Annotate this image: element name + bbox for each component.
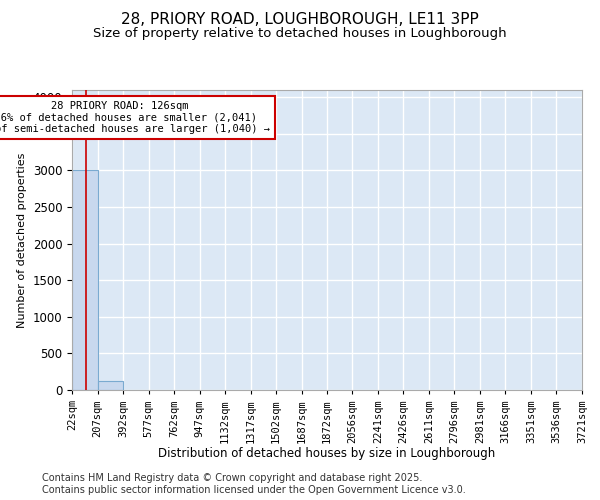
Text: 28 PRIORY ROAD: 126sqm
← 66% of detached houses are smaller (2,041)
34% of semi-: 28 PRIORY ROAD: 126sqm ← 66% of detached… bbox=[0, 101, 270, 134]
Text: 28, PRIORY ROAD, LOUGHBOROUGH, LE11 3PP: 28, PRIORY ROAD, LOUGHBOROUGH, LE11 3PP bbox=[121, 12, 479, 28]
Text: Contains HM Land Registry data © Crown copyright and database right 2025.
Contai: Contains HM Land Registry data © Crown c… bbox=[42, 474, 466, 495]
Bar bbox=[98, 381, 123, 390]
X-axis label: Distribution of detached houses by size in Loughborough: Distribution of detached houses by size … bbox=[158, 447, 496, 460]
Bar bbox=[72, 170, 98, 390]
Y-axis label: Number of detached properties: Number of detached properties bbox=[17, 152, 27, 328]
Text: Size of property relative to detached houses in Loughborough: Size of property relative to detached ho… bbox=[93, 28, 507, 40]
